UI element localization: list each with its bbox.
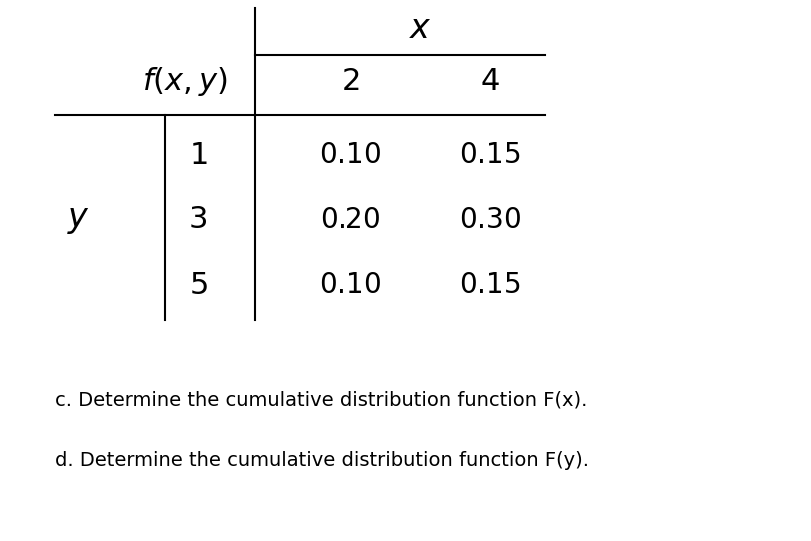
- Text: $3$: $3$: [188, 206, 208, 234]
- Text: $1$: $1$: [188, 141, 207, 169]
- Text: $f(x, y)$: $f(x, y)$: [142, 65, 228, 98]
- Text: $0.20$: $0.20$: [320, 206, 380, 234]
- Text: $0.15$: $0.15$: [459, 141, 520, 169]
- Text: $4$: $4$: [479, 68, 500, 96]
- Text: $0.10$: $0.10$: [319, 141, 380, 169]
- Text: d. Determine the cumulative distribution function F(y).: d. Determine the cumulative distribution…: [55, 451, 588, 470]
- Text: $0.10$: $0.10$: [319, 271, 380, 299]
- Text: $y$: $y$: [67, 203, 89, 236]
- Text: $0.15$: $0.15$: [459, 271, 520, 299]
- Text: $x$: $x$: [408, 11, 431, 44]
- Text: $2$: $2$: [341, 68, 358, 96]
- Text: $0.30$: $0.30$: [458, 206, 521, 234]
- Text: $5$: $5$: [188, 270, 207, 300]
- Text: c. Determine the cumulative distribution function F(x).: c. Determine the cumulative distribution…: [55, 391, 586, 410]
